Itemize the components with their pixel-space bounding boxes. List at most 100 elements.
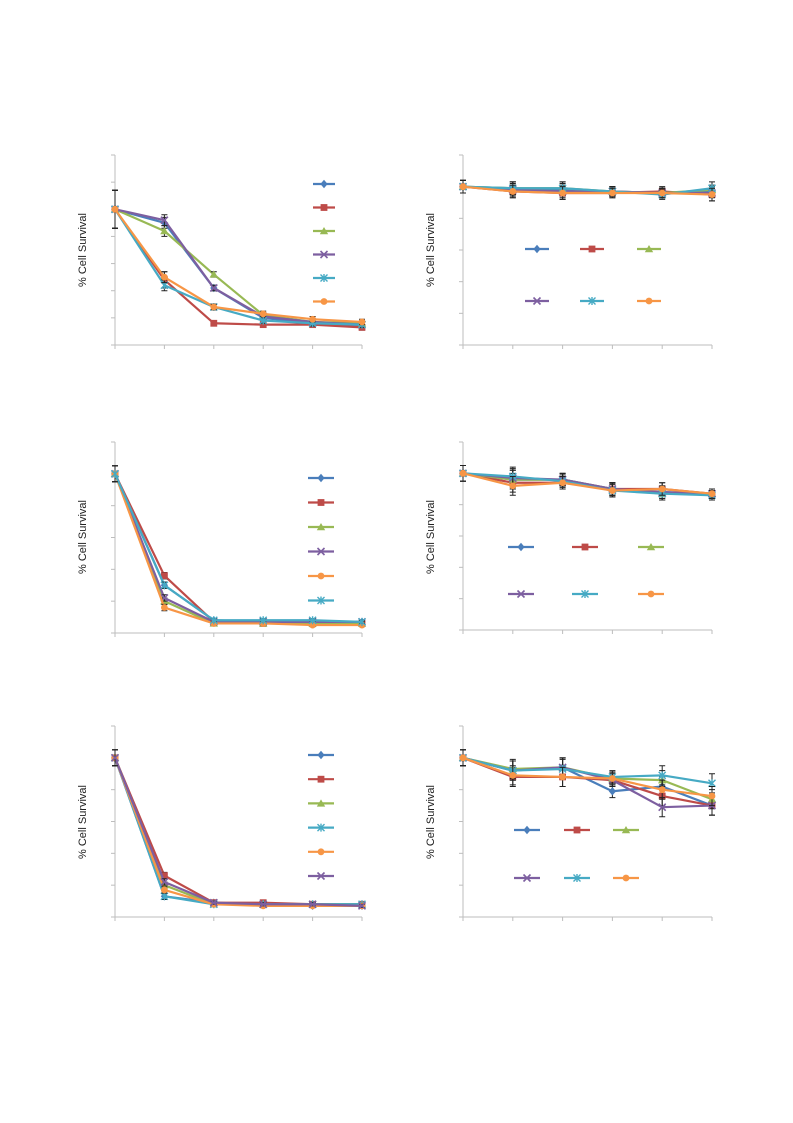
data-point: [509, 771, 517, 779]
series-2: [111, 749, 366, 908]
y-axis-label: % Cell Survival: [425, 500, 437, 574]
legend-entry-4: [313, 250, 335, 259]
legend-entry-4: [508, 589, 534, 599]
legend-marker: [588, 245, 596, 253]
legend-marker: [644, 245, 654, 253]
data-point: [658, 803, 667, 812]
data-point: [459, 754, 467, 762]
series-6: [111, 465, 366, 626]
data-point: [708, 779, 716, 788]
legend-marker: [319, 250, 329, 259]
data-point: [161, 273, 168, 281]
legend-marker: [317, 572, 325, 580]
legend-marker: [316, 799, 326, 807]
series-4: [111, 749, 366, 909]
data-point: [509, 188, 517, 195]
series-line: [113, 757, 363, 907]
data-point: [708, 792, 716, 800]
data-point: [161, 604, 168, 611]
data-point: [161, 572, 168, 580]
series-line: [114, 208, 363, 324]
data-point: [259, 616, 268, 625]
legend-entry-3: [308, 799, 334, 807]
legend-marker: [581, 590, 589, 598]
legend-marker: [317, 823, 325, 832]
legend-entry-2: [564, 826, 590, 834]
data-point: [658, 786, 666, 794]
data-point: [608, 787, 616, 796]
data-point: [111, 469, 119, 478]
legend-entry-2: [308, 499, 334, 506]
legend-entry-3: [613, 826, 639, 834]
chart-2: % Cell Survival: [425, 154, 717, 349]
legend-entry-2: [308, 775, 334, 783]
data-point: [308, 900, 317, 909]
series-line: [113, 473, 362, 623]
data-point: [209, 283, 218, 293]
data-point: [110, 753, 120, 762]
series-line: [114, 208, 363, 329]
data-point: [708, 191, 716, 198]
data-point: [509, 482, 517, 490]
legend-marker: [317, 596, 325, 605]
data-point: [658, 189, 666, 197]
data-point: [358, 617, 366, 626]
data-point: [459, 183, 467, 191]
data-point: [358, 318, 366, 326]
data-point: [161, 872, 168, 880]
legend-marker: [646, 543, 656, 551]
legend-marker: [317, 499, 325, 506]
series-5: [111, 749, 366, 910]
legend-marker: [573, 826, 581, 834]
series-line: [462, 472, 713, 495]
y-axis-label: % Cell Survival: [425, 213, 437, 287]
legend-entry-1: [308, 750, 334, 760]
legend-entry-5: [572, 590, 598, 598]
legend-entry-1: [508, 542, 534, 552]
y-axis-label: % Cell Survival: [77, 500, 89, 574]
legend-entry-1: [313, 179, 335, 189]
data-point: [160, 877, 169, 887]
data-point: [210, 303, 218, 311]
chart-4: % Cell Survival: [425, 441, 717, 634]
series-line: [462, 472, 713, 495]
chart-3: % Cell Survival: [77, 441, 367, 637]
series-6: [459, 179, 716, 202]
series-line: [462, 185, 713, 196]
legend-entry-6: [613, 874, 639, 882]
legend-entry-3: [638, 543, 664, 551]
data-point: [708, 490, 716, 498]
data-point: [309, 315, 316, 323]
legend-entry-2: [313, 204, 335, 211]
legend-marker: [317, 848, 325, 856]
legend-entry-6: [308, 596, 334, 605]
data-point: [609, 189, 616, 197]
series-line: [114, 208, 363, 326]
series-line: [114, 208, 363, 326]
series-6: [459, 749, 716, 807]
series-1: [459, 749, 716, 816]
legend-marker: [645, 297, 653, 305]
legend-marker: [317, 750, 325, 760]
legend-marker: [573, 874, 581, 882]
legend-entry-6: [308, 871, 334, 881]
legend-marker: [320, 204, 328, 211]
data-point: [160, 216, 169, 225]
data-point: [209, 270, 218, 278]
legend-entry-5: [580, 297, 604, 305]
legend-entry-6: [637, 297, 661, 305]
legend-marker: [581, 543, 589, 551]
legend-marker: [622, 874, 630, 882]
data-point: [160, 892, 169, 901]
legend-marker: [523, 825, 531, 835]
legend-marker: [517, 542, 525, 552]
data-point: [209, 616, 218, 625]
legend-entry-5: [308, 848, 334, 856]
legend-marker: [316, 871, 326, 881]
legend-marker: [320, 274, 328, 282]
data-point: [309, 621, 316, 629]
data-point: [259, 310, 267, 318]
series-2: [111, 465, 366, 627]
